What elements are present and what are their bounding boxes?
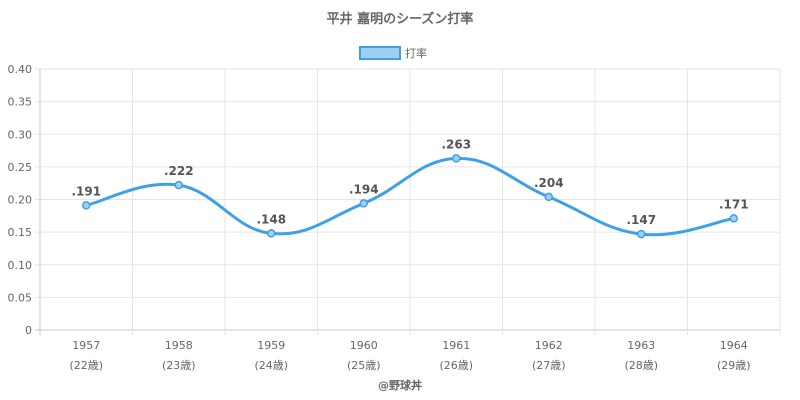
x-tick-sublabel: (27歳) (532, 359, 566, 372)
data-point[interactable] (359, 199, 368, 208)
data-point[interactable] (174, 180, 183, 190)
x-tick-label: 1960 (350, 339, 378, 352)
x-tick-sublabel: (29歳) (717, 359, 751, 372)
x-tick-sublabel: (25歳) (347, 359, 381, 372)
data-label: .204 (534, 176, 564, 190)
x-axis: 1957 (22歳) 1958 (23歳) 1959 (24歳) 1960 (25歳) 1961… (69, 339, 750, 372)
data-point[interactable] (544, 192, 553, 202)
x-tick-sublabel: (26歳) (439, 359, 473, 372)
y-tick-label: 0.35 (8, 96, 33, 109)
y-tick-label: 0.20 (8, 194, 33, 207)
x-tick-label: 1963 (627, 339, 655, 352)
chart-title: 平井 嘉明のシーズン打率 (327, 11, 474, 27)
data-label: .222 (164, 164, 194, 178)
x-tick-label: 1964 (720, 339, 748, 352)
x-tick-label: 1957 (72, 339, 100, 352)
y-tick-label: 0.25 (8, 161, 33, 174)
data-label: .147 (626, 213, 656, 227)
legend[interactable]: 打率 (359, 46, 427, 60)
data-point[interactable] (637, 229, 646, 239)
data-label: .191 (71, 184, 101, 198)
legend-swatch[interactable] (359, 46, 401, 60)
y-axis: 0 0.05 0.10 0.15 0.20 0.25 0.30 0.35 0.40 (8, 63, 33, 337)
x-tick-sublabel: (23歳) (162, 359, 196, 372)
x-tick-label: 1962 (535, 339, 563, 352)
data-label: .194 (349, 182, 379, 196)
x-tick-sublabel: (28歳) (624, 359, 658, 372)
x-tick-label: 1961 (442, 339, 470, 352)
data-point[interactable] (452, 154, 461, 163)
x-tick-label: 1959 (257, 339, 285, 352)
y-tick-label: 0 (25, 324, 32, 337)
y-tick-label: 0.15 (8, 226, 33, 239)
data-label: .148 (256, 212, 286, 226)
x-tick-sublabel: (24歳) (254, 359, 288, 372)
x-tick-label: 1958 (165, 339, 193, 352)
y-tick-label: 0.05 (8, 291, 33, 304)
series-batting-average: .191 .222 .148 .194 .263 .204 .147 .171 (71, 137, 749, 239)
credit-text: @野球丼 (378, 378, 422, 392)
y-tick-label: 0.10 (8, 259, 33, 272)
data-label: .171 (719, 197, 749, 211)
grid (35, 68, 781, 335)
data-point[interactable] (82, 201, 91, 210)
x-tick-sublabel: (22歳) (69, 359, 103, 372)
series-line (85, 156, 735, 237)
data-point[interactable] (729, 214, 738, 223)
y-tick-label: 0.30 (8, 128, 33, 141)
data-label: .263 (441, 137, 471, 151)
data-point[interactable] (267, 229, 276, 238)
y-tick-label: 0.40 (8, 63, 33, 76)
legend-label[interactable]: 打率 (405, 46, 427, 60)
